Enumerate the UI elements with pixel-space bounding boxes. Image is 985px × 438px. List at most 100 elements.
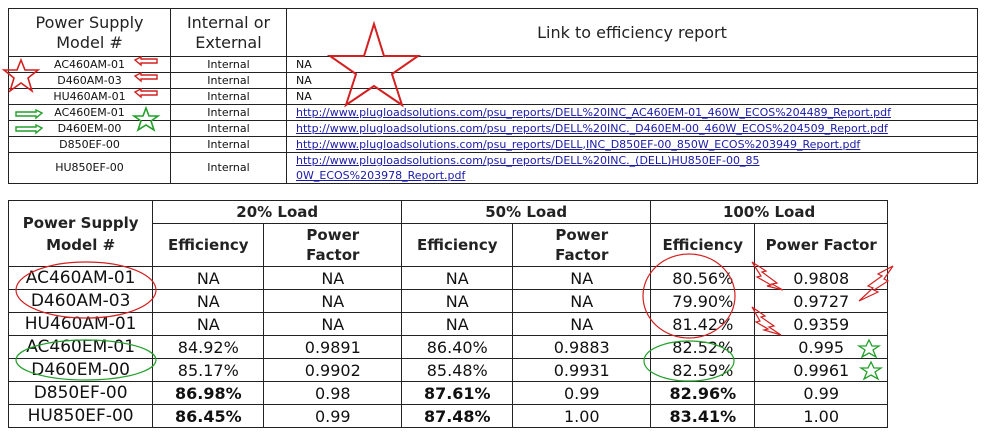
- efficiency-50-cell: 87.61%: [401, 381, 514, 405]
- table-row: AC460AM-01 NA NA NA NA 80.56% 0.9808: [7, 266, 888, 290]
- model-cell: D460AM-03: [7, 289, 154, 313]
- efficiency-20-cell: 86.45%: [152, 404, 265, 428]
- type-cell: Internal: [170, 104, 287, 121]
- power-factor-50-cell: 1.00: [512, 404, 652, 428]
- header-load-50: 50% Load: [401, 200, 652, 224]
- report-na: NA: [286, 88, 978, 105]
- table-row: D850EF-00 Internal http://www.plugloadso…: [8, 136, 978, 153]
- psu-links-table: Power Supply Model # Internal or Externa…: [8, 8, 978, 184]
- table-row: AC460EM-01 Internal http://www.plugloads…: [8, 104, 978, 121]
- type-cell: Internal: [170, 56, 287, 73]
- report-na: NA: [286, 56, 978, 73]
- table-row: AC460EM-01 84.92% 0.9891 86.40% 0.9883 82.52%…: [7, 335, 888, 359]
- efficiency-50-cell: 87.48%: [401, 404, 514, 428]
- header-efficiency: Efficiency: [152, 223, 265, 267]
- table-row: D460AM-03 Internal NA: [8, 72, 978, 89]
- efficiency-50-cell: 86.40%: [401, 335, 514, 359]
- efficiency-20-cell: 86.98%: [152, 381, 265, 405]
- model-cell: HU850EF-00: [8, 152, 171, 184]
- header-efficiency: Efficiency: [650, 223, 756, 267]
- report-link[interactable]: http://www.plugloadsolutions.com/psu_rep…: [296, 105, 891, 119]
- power-factor-100-cell: 0.99: [754, 381, 888, 405]
- header-power-factor: Power Factor: [263, 223, 403, 267]
- efficiency-20-cell: NA: [152, 312, 265, 336]
- table-row: HU460AM-01 NA NA NA NA 81.42% 0.9359: [7, 312, 888, 336]
- model-cell: D850EF-00: [7, 381, 154, 405]
- table-row: HU460AM-01 Internal NA: [8, 88, 978, 105]
- power-factor-20-cell: NA: [263, 266, 403, 290]
- power-factor-100-cell: 0.9808: [754, 266, 888, 290]
- table-row: D850EF-00 86.98% 0.98 87.61% 0.99 82.96% 0.99: [7, 381, 888, 405]
- power-factor-50-cell: 0.9931: [512, 358, 652, 382]
- model-cell: HU850EF-00: [7, 404, 154, 428]
- group-header-row: Power Supply Model # 20% Load 50% Load 1…: [7, 200, 888, 267]
- power-factor-100-cell: 0.9359: [754, 312, 888, 336]
- power-factor-20-cell: 0.99: [263, 404, 403, 428]
- efficiency-100-cell: 82.59%: [650, 358, 756, 382]
- table-row: D460EM-00 85.17% 0.9902 85.48% 0.9931 82.59% 0…: [7, 358, 888, 382]
- psu-efficiency-table: Power Supply Model # 20% Load 50% Load 1…: [7, 200, 888, 428]
- power-factor-100-cell: 0.9961: [754, 358, 888, 382]
- model-cell: HU460AM-01: [7, 312, 154, 336]
- power-factor-50-cell: NA: [512, 289, 652, 313]
- model-cell: AC460EM-01: [7, 335, 154, 359]
- report-link[interactable]: http://www.plugloadsolutions.com/psu_rep…: [296, 121, 888, 135]
- power-factor-50-cell: NA: [512, 266, 652, 290]
- header-load-20: 20% Load: [152, 200, 403, 224]
- header-internal-external: Internal or External: [170, 8, 287, 57]
- table-row: AC460AM-01 Internal NA: [8, 56, 978, 73]
- power-factor-20-cell: 0.9902: [263, 358, 403, 382]
- header-power-factor: Power Factor: [754, 223, 888, 267]
- table-row: HU850EF-00 Internal http://www.plugloads…: [8, 152, 978, 184]
- power-factor-50-cell: 0.9883: [512, 335, 652, 359]
- efficiency-50-cell: NA: [401, 312, 514, 336]
- efficiency-100-cell: 82.96%: [650, 381, 756, 405]
- power-factor-50-cell: NA: [512, 312, 652, 336]
- type-cell: Internal: [170, 152, 287, 184]
- header-row: Power Supply Model # Internal or Externa…: [8, 8, 978, 57]
- efficiency-100-cell: 79.90%: [650, 289, 756, 313]
- type-cell: Internal: [170, 136, 287, 153]
- model-cell: HU460AM-01: [8, 88, 171, 105]
- model-cell: D460EM-00: [7, 358, 154, 382]
- header-report-link: Link to efficiency report: [286, 8, 978, 57]
- power-factor-50-cell: 0.99: [512, 381, 652, 405]
- type-cell: Internal: [170, 120, 287, 137]
- efficiency-100-cell: 80.56%: [650, 266, 756, 290]
- power-factor-20-cell: 0.98: [263, 381, 403, 405]
- model-cell: AC460AM-01: [7, 266, 154, 290]
- model-cell: AC460AM-01: [8, 56, 171, 73]
- header-model: Power Supply Model #: [8, 8, 171, 57]
- power-factor-20-cell: NA: [263, 289, 403, 313]
- table-row: D460AM-03 NA NA NA NA 79.90% 0.9727: [7, 289, 888, 313]
- efficiency-100-cell: 82.52%: [650, 335, 756, 359]
- power-factor-20-cell: NA: [263, 312, 403, 336]
- report-link[interactable]: http://www.plugloadsolutions.com/psu_rep…: [296, 154, 760, 182]
- table-row: HU850EF-00 86.45% 0.99 87.48% 1.00 83.41% 1.00: [7, 404, 888, 428]
- efficiency-50-cell: 85.48%: [401, 358, 514, 382]
- efficiency-20-cell: 85.17%: [152, 358, 265, 382]
- efficiency-100-cell: 83.41%: [650, 404, 756, 428]
- report-na: NA: [286, 72, 978, 89]
- sub-header-row: Efficiency Power Factor Efficiency Power…: [9, 223, 888, 267]
- efficiency-20-cell: 84.92%: [152, 335, 265, 359]
- efficiency-50-cell: NA: [401, 266, 514, 290]
- efficiency-50-cell: NA: [401, 289, 514, 313]
- type-cell: Internal: [170, 72, 287, 89]
- model-cell: D460AM-03: [8, 72, 171, 89]
- efficiency-100-cell: 81.42%: [650, 312, 756, 336]
- header-model: Power Supply Model #: [7, 200, 154, 267]
- type-cell: Internal: [170, 88, 287, 105]
- power-factor-100-cell: 0.995: [754, 335, 888, 359]
- model-cell: D460EM-00: [8, 120, 171, 137]
- header-power-factor: Power Factor: [512, 223, 652, 267]
- power-factor-100-cell: 1.00: [754, 404, 888, 428]
- power-factor-100-cell: 0.9727: [754, 289, 888, 313]
- efficiency-20-cell: NA: [152, 266, 265, 290]
- report-link[interactable]: http://www.plugloadsolutions.com/psu_rep…: [296, 137, 861, 151]
- efficiency-20-cell: NA: [152, 289, 265, 313]
- header-efficiency: Efficiency: [401, 223, 514, 267]
- power-factor-20-cell: 0.9891: [263, 335, 403, 359]
- table-row: D460EM-00 Internal http://www.plugloadso…: [8, 120, 978, 137]
- model-cell: AC460EM-01: [8, 104, 171, 121]
